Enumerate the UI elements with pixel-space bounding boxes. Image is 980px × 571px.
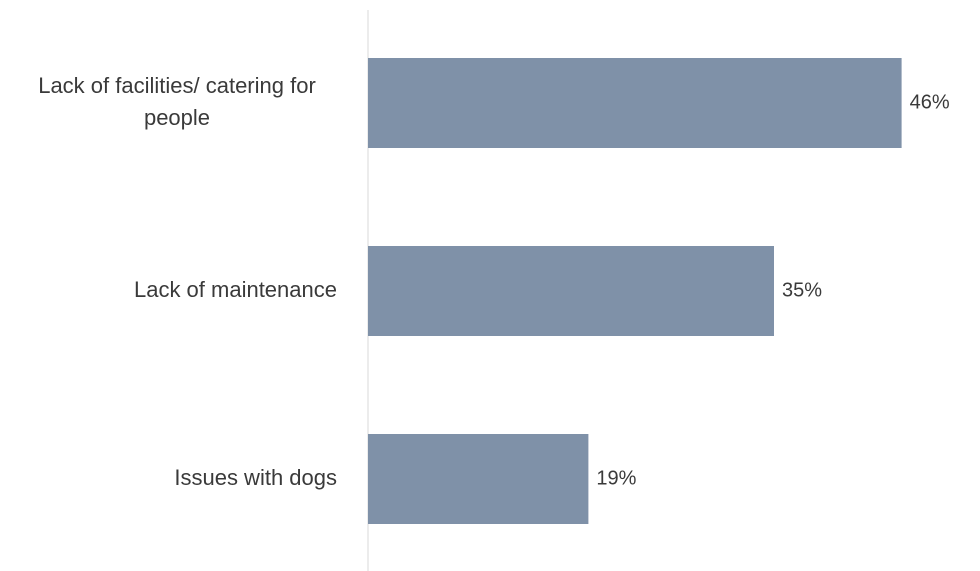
category-label-line: Lack of maintenance [134,277,337,302]
category-label: Lack of facilities/ catering for people [38,73,316,130]
bar [368,58,902,148]
value-labels-group: 46% 35% 19% [596,91,949,489]
bar [368,246,774,336]
bar-value-label: 19% [596,467,636,489]
bar-value-label: 46% [910,91,950,113]
category-label-line: Issues with dogs [174,465,337,490]
category-labels-group: Lack of facilities/ catering for peopleLa… [38,73,337,490]
category-label-line: people [144,105,210,130]
bars-group [368,58,902,524]
category-label-line: Lack of facilities/ catering for [38,73,316,98]
bar-value-label: 35% [782,279,822,301]
category-label: Issues with dogs [174,465,337,490]
bar [368,434,589,524]
category-label: Lack of maintenance [134,277,337,302]
